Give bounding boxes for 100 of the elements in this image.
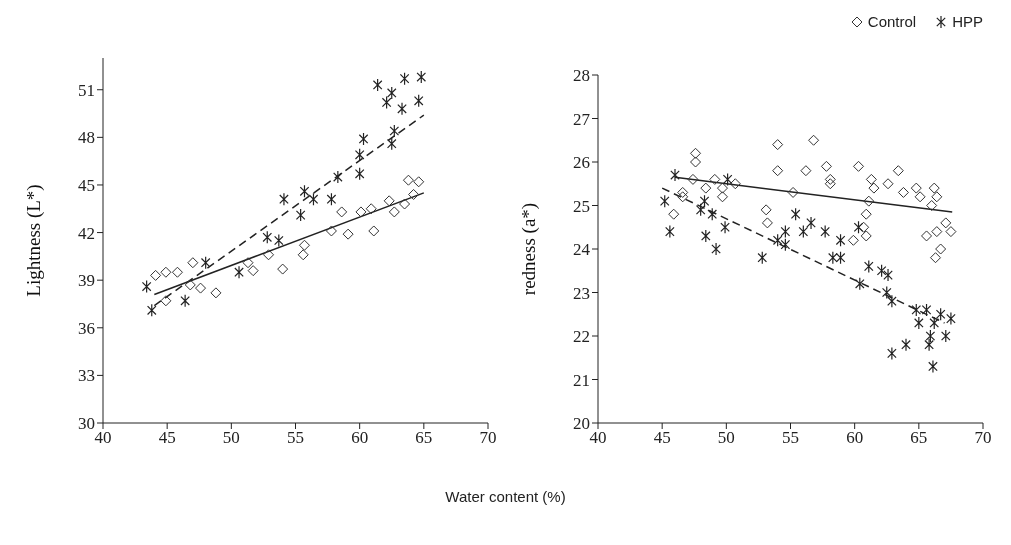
x-tick-label: 40	[94, 428, 112, 448]
point	[892, 165, 904, 177]
x-axis-title: Water content (%)	[444, 488, 567, 505]
point	[800, 165, 812, 177]
point	[342, 228, 354, 240]
point	[897, 186, 909, 198]
point	[263, 249, 275, 261]
point	[931, 226, 943, 238]
x-tick-label: 40	[589, 428, 607, 448]
point	[695, 203, 706, 217]
point	[242, 257, 254, 269]
point	[677, 191, 689, 203]
y-axis-title: Lightness (L*)	[22, 184, 45, 297]
y-tick-label: 51	[78, 80, 95, 100]
point	[358, 132, 369, 146]
point	[876, 264, 887, 278]
point	[863, 195, 875, 207]
point	[354, 148, 365, 162]
point	[699, 194, 710, 208]
y-tick-label: 26	[573, 153, 590, 173]
point	[365, 203, 377, 215]
point	[847, 234, 859, 246]
point	[408, 188, 420, 200]
point	[930, 252, 942, 264]
point	[760, 204, 772, 216]
point	[772, 233, 783, 247]
point	[399, 72, 410, 86]
x-tick-label: 55	[287, 428, 304, 448]
point	[925, 329, 936, 343]
point	[882, 178, 894, 190]
y-tick-label: 36	[78, 318, 95, 338]
point	[389, 124, 400, 138]
point	[722, 172, 733, 186]
y-tick-label: 20	[573, 414, 590, 434]
point	[787, 186, 799, 198]
point	[368, 225, 380, 237]
x-tick-label: 65	[415, 428, 433, 448]
point	[865, 173, 877, 185]
point	[690, 156, 702, 168]
point	[863, 259, 874, 273]
y-tick-label: 24	[573, 240, 591, 260]
point	[171, 266, 183, 278]
point	[665, 225, 675, 239]
x-tick-label: 70	[974, 428, 992, 448]
point	[701, 229, 711, 243]
point	[806, 216, 816, 230]
point	[921, 230, 933, 242]
legend-label: HPP	[952, 13, 983, 30]
y-tick-label: 25	[573, 196, 590, 216]
point	[709, 173, 721, 185]
point	[945, 226, 957, 238]
point	[333, 170, 343, 184]
legend-label: Control	[867, 13, 917, 30]
y-tick-label: 42	[78, 223, 95, 243]
point	[234, 265, 244, 279]
point	[940, 329, 951, 343]
point	[150, 269, 162, 281]
point	[386, 137, 397, 151]
x-tick-label: 60	[351, 428, 369, 448]
point	[668, 208, 680, 220]
point	[729, 178, 741, 190]
x-tick-label: 45	[158, 428, 176, 448]
point	[187, 257, 199, 269]
point	[820, 160, 832, 172]
point	[835, 251, 846, 265]
y-tick-label: 22	[573, 327, 590, 347]
y-tick-label: 45	[78, 175, 95, 195]
point	[853, 160, 865, 172]
x-tick-label: 50	[717, 428, 735, 448]
point	[677, 186, 689, 198]
point	[295, 208, 306, 222]
point	[935, 307, 946, 321]
point	[940, 217, 952, 229]
point	[659, 194, 670, 208]
y-tick-label: 23	[573, 283, 590, 303]
point	[929, 316, 940, 330]
y-tick-label: 48	[78, 128, 95, 148]
point	[355, 206, 367, 218]
point	[914, 316, 924, 330]
point	[160, 295, 172, 307]
point	[687, 173, 699, 185]
point	[716, 191, 728, 203]
x-tick-label: 65	[910, 428, 928, 448]
point	[141, 279, 152, 294]
point	[690, 147, 702, 159]
point	[910, 182, 922, 194]
point	[416, 70, 427, 84]
point	[928, 182, 940, 194]
point	[828, 251, 838, 265]
point	[926, 200, 938, 211]
point	[853, 220, 864, 234]
point	[911, 303, 922, 317]
point	[262, 230, 273, 244]
point	[883, 268, 893, 282]
point	[820, 225, 830, 239]
point	[146, 303, 157, 317]
point	[946, 312, 956, 326]
point	[210, 287, 222, 299]
point	[326, 192, 337, 206]
point	[860, 208, 872, 220]
